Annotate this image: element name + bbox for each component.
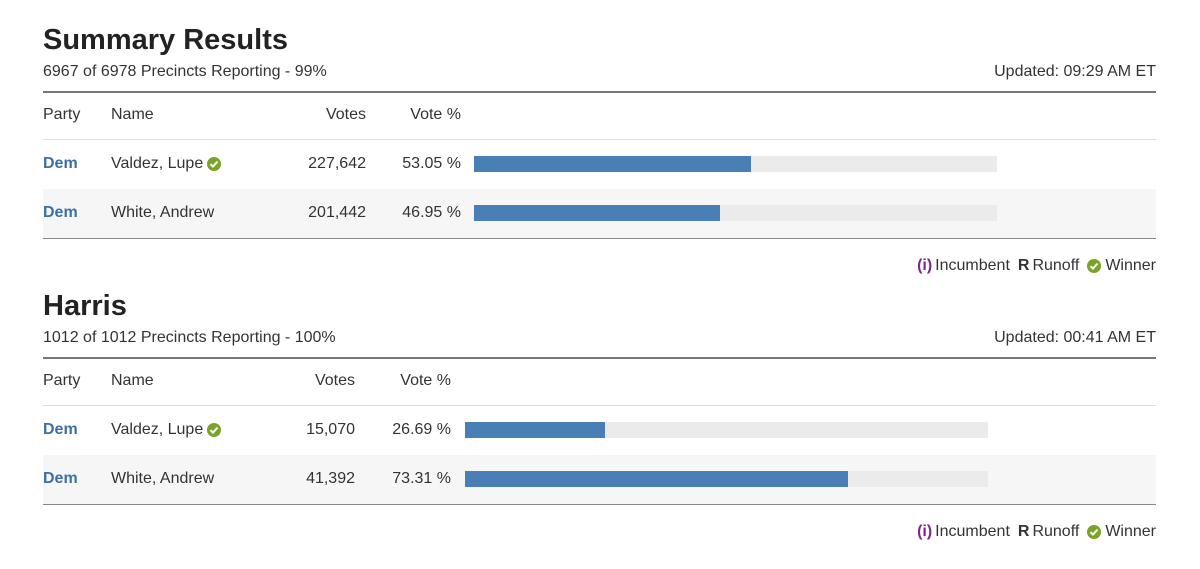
- column-header: Party: [43, 372, 81, 389]
- party: Dem: [43, 421, 78, 438]
- candidate-name: Valdez, Lupe: [111, 155, 204, 172]
- votes: 15,070: [306, 421, 355, 438]
- vote-percent: 26.69 %: [392, 421, 451, 438]
- winner-icon: [1087, 525, 1102, 539]
- candidate-name: White, Andrew: [111, 204, 215, 221]
- vote-bar: [465, 471, 849, 487]
- party: Dem: [43, 155, 78, 172]
- column-header: Party: [43, 106, 81, 123]
- votes: 201,442: [308, 204, 366, 221]
- legend-runoff-symbol: R: [1017, 257, 1030, 274]
- divider: [43, 139, 1156, 140]
- column-header: Vote %: [400, 372, 451, 389]
- divider: [43, 91, 1156, 93]
- winner-icon: [1087, 259, 1102, 273]
- legend-winner: Winner: [1105, 523, 1156, 540]
- column-header: Name: [111, 372, 154, 389]
- legend-runoff-symbol: R: [1017, 523, 1030, 540]
- updated: Updated: 09:29 AM ET: [994, 63, 1156, 80]
- winner-icon: [207, 423, 222, 437]
- vote-bar: [465, 422, 605, 438]
- candidate-name: White, Andrew: [111, 470, 215, 487]
- column-header: Votes: [325, 106, 366, 123]
- reporting: 6967 of 6978 Precincts Reporting - 99%: [43, 63, 327, 80]
- reporting: 1012 of 1012 Precincts Reporting - 100%: [43, 329, 336, 346]
- candidate-name: Valdez, Lupe: [111, 421, 204, 438]
- check: [1087, 259, 1102, 273]
- updated: Updated: 00:41 AM ET: [994, 329, 1156, 346]
- legend-incumbent-symbol: (i): [917, 523, 933, 540]
- legend-incumbent: Incumbent: [935, 257, 1010, 274]
- check: [207, 157, 222, 171]
- party: Dem: [43, 470, 78, 487]
- party: Dem: [43, 204, 78, 221]
- votes: 227,642: [308, 155, 366, 172]
- check: [207, 423, 222, 437]
- column-header: Name: [111, 106, 154, 123]
- legend-incumbent-symbol: (i): [917, 257, 933, 274]
- legend-winner: Winner: [1105, 257, 1156, 274]
- legend-incumbent: Incumbent: [935, 523, 1010, 540]
- vote-bar: [474, 205, 720, 221]
- winner-icon: [207, 157, 222, 171]
- divider: [43, 405, 1156, 406]
- section-title: Summary Results: [43, 24, 288, 56]
- column-header: Vote %: [410, 106, 461, 123]
- divider: [43, 238, 1156, 239]
- legend-runoff: Runoff: [1032, 257, 1080, 274]
- vote-percent: 46.95 %: [402, 204, 461, 221]
- divider: [43, 504, 1156, 505]
- vote-percent: 73.31 %: [392, 470, 451, 487]
- vote-percent: 53.05 %: [402, 155, 461, 172]
- votes: 41,392: [306, 470, 355, 487]
- column-header: Votes: [314, 372, 355, 389]
- vote-bar: [474, 156, 752, 172]
- check: [1087, 525, 1102, 539]
- divider: [43, 357, 1156, 359]
- section-title: Harris: [43, 290, 127, 322]
- legend-runoff: Runoff: [1032, 523, 1080, 540]
